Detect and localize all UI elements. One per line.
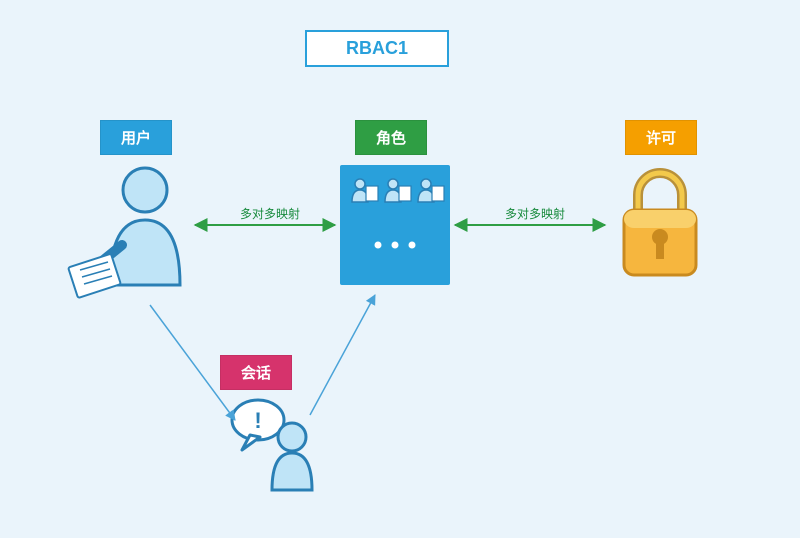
role-box [340,165,450,285]
svg-text:!: ! [254,408,261,433]
role-label: 角色 [355,120,427,155]
session-label: 会话 [220,355,292,390]
user-label: 用户 [100,120,172,155]
lock-icon [624,173,696,275]
permission-label: 许可 [625,120,697,155]
edge-label-user-role: 多对多映射 [230,205,310,222]
edge-session-role [310,295,375,415]
user-icon [68,168,180,298]
diagram-title: RBAC1 [305,30,449,67]
edge-label-role-permission: 多对多映射 [495,205,575,222]
session-icon: ! [232,400,312,490]
